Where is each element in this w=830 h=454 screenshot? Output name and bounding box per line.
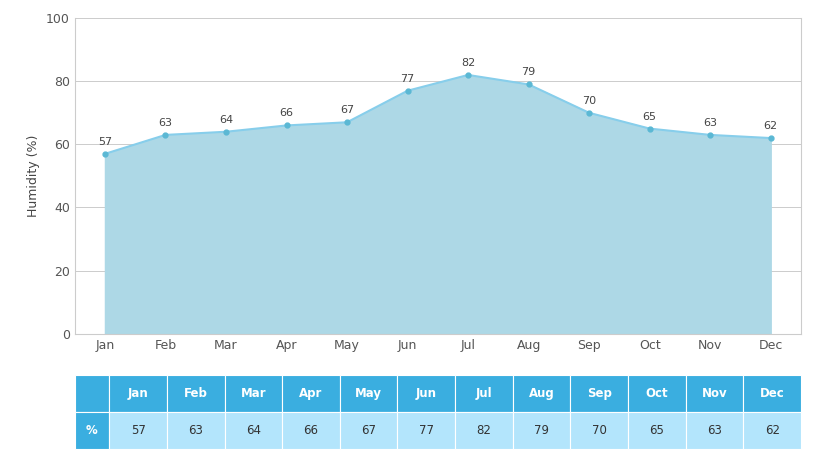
- Text: Oct: Oct: [646, 387, 668, 400]
- Text: 65: 65: [642, 112, 657, 122]
- Legend: Average Humidity(%): Average Humidity(%): [359, 376, 517, 389]
- Text: Apr: Apr: [300, 387, 323, 400]
- Text: Jan: Jan: [128, 387, 149, 400]
- Text: Feb: Feb: [183, 387, 208, 400]
- Text: 82: 82: [461, 58, 476, 68]
- Text: Mar: Mar: [241, 387, 266, 400]
- Text: 79: 79: [534, 424, 549, 437]
- Text: Aug: Aug: [529, 387, 554, 400]
- Text: 57: 57: [130, 424, 145, 437]
- Text: May: May: [355, 387, 382, 400]
- Text: Dec: Dec: [759, 387, 784, 400]
- Text: 66: 66: [280, 109, 294, 118]
- Text: Jun: Jun: [416, 387, 437, 400]
- Y-axis label: Humidity (%): Humidity (%): [27, 135, 41, 217]
- Text: 57: 57: [98, 137, 112, 147]
- Text: 70: 70: [592, 424, 607, 437]
- Text: 67: 67: [340, 105, 354, 115]
- Text: 64: 64: [246, 424, 261, 437]
- Text: 67: 67: [361, 424, 376, 437]
- Text: 77: 77: [419, 424, 434, 437]
- Text: 64: 64: [219, 115, 233, 125]
- Text: 63: 63: [159, 118, 173, 128]
- Text: 63: 63: [188, 424, 203, 437]
- Text: 70: 70: [582, 96, 596, 106]
- Text: 77: 77: [400, 74, 415, 84]
- Text: 63: 63: [703, 118, 717, 128]
- Text: 65: 65: [649, 424, 664, 437]
- Text: 62: 62: [764, 424, 779, 437]
- Text: 82: 82: [476, 424, 491, 437]
- Text: Nov: Nov: [701, 387, 727, 400]
- Text: 79: 79: [521, 68, 535, 78]
- Text: Jul: Jul: [476, 387, 492, 400]
- Text: 63: 63: [707, 424, 722, 437]
- Text: %: %: [86, 424, 98, 437]
- Text: Sep: Sep: [587, 387, 612, 400]
- Text: 62: 62: [764, 121, 778, 131]
- Text: 66: 66: [304, 424, 319, 437]
